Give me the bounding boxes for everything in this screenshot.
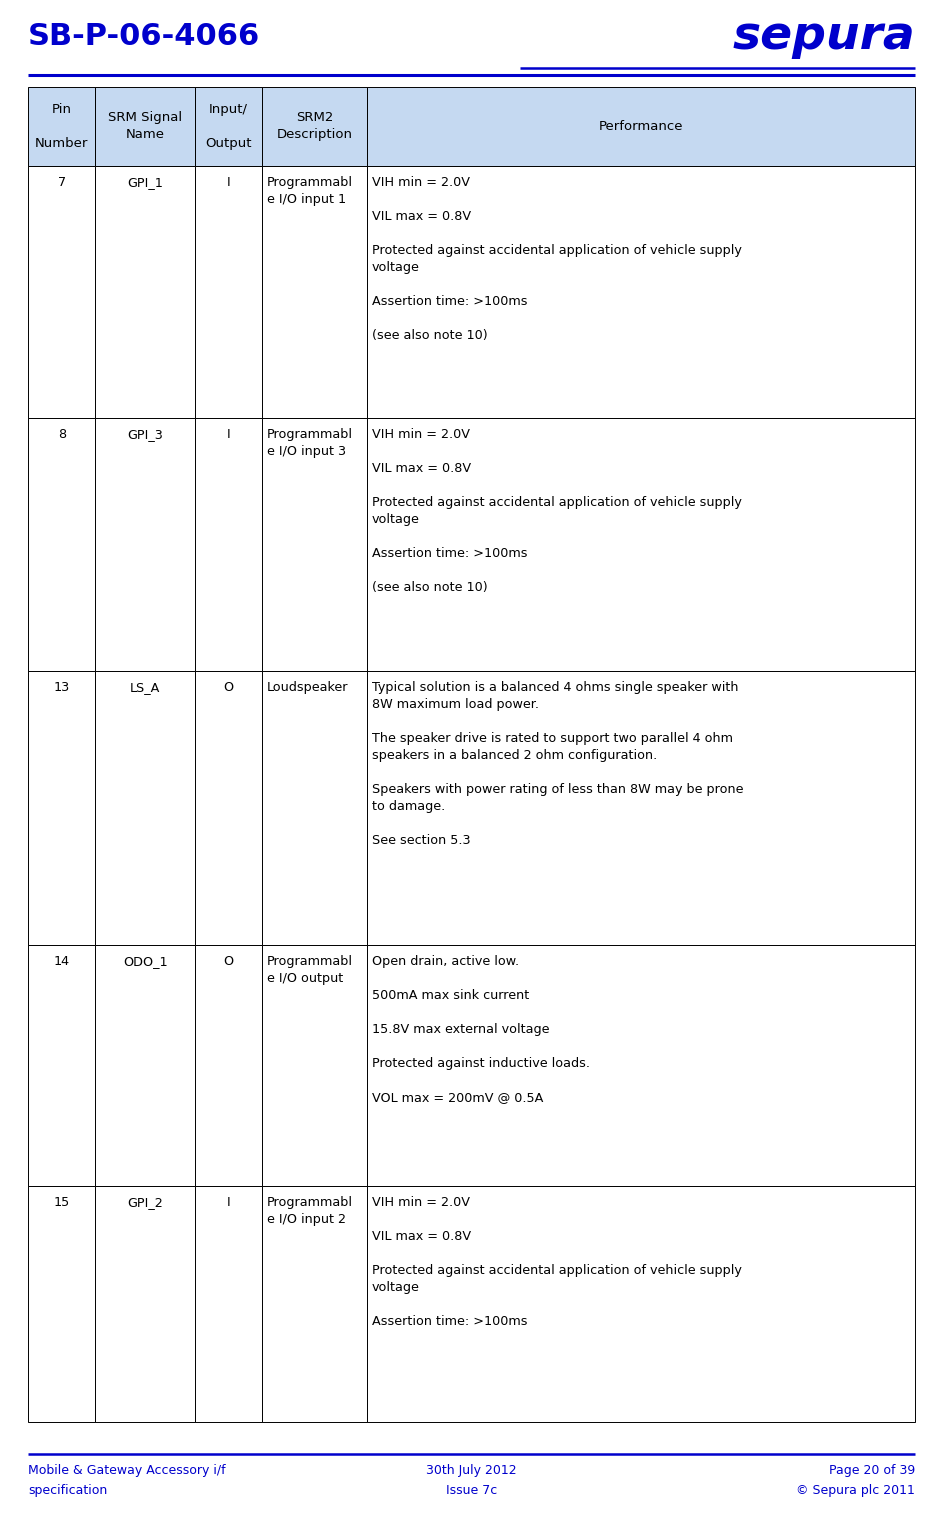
Text: Programmabl
e I/O input 3: Programmabl e I/O input 3 [267, 429, 354, 458]
Bar [195, 87, 262, 165]
Text: SRM Signal
Name: SRM Signal Name [108, 112, 182, 141]
Bar [195, 1186, 262, 1422]
Bar [262, 87, 367, 165]
Bar [28, 87, 95, 165]
Bar [28, 1186, 95, 1422]
Text: O: O [223, 680, 234, 694]
Text: Issue 7c: Issue 7c [446, 1485, 497, 1497]
Bar [28, 165, 95, 418]
Text: Pin

Number: Pin Number [35, 103, 89, 150]
Text: Performance: Performance [599, 119, 683, 133]
Text: SB-P-06-4066: SB-P-06-4066 [28, 21, 260, 51]
Bar [367, 165, 915, 418]
Text: O: O [223, 954, 234, 968]
Bar [195, 945, 262, 1186]
Bar [195, 671, 262, 945]
Text: Programmabl
e I/O output: Programmabl e I/O output [267, 954, 354, 985]
Bar [262, 418, 367, 671]
Text: I: I [226, 176, 230, 188]
Text: Page 20 of 39: Page 20 of 39 [829, 1465, 915, 1477]
Text: Programmabl
e I/O input 1: Programmabl e I/O input 1 [267, 176, 354, 205]
Text: VIH min = 2.0V

VIL max = 0.8V

Protected against accidental application of vehi: VIH min = 2.0V VIL max = 0.8V Protected … [372, 176, 742, 342]
Text: SRM2
Description: SRM2 Description [276, 112, 353, 141]
Bar [262, 165, 367, 418]
Bar [95, 87, 195, 165]
Text: Open drain, active low.

500mA max sink current

15.8V max external voltage

Pro: Open drain, active low. 500mA max sink c… [372, 954, 589, 1105]
Bar [367, 87, 915, 165]
Bar [95, 418, 195, 671]
Text: Typical solution is a balanced 4 ohms single speaker with
8W maximum load power.: Typical solution is a balanced 4 ohms si… [372, 680, 743, 847]
Text: VIH min = 2.0V

VIL max = 0.8V

Protected against accidental application of vehi: VIH min = 2.0V VIL max = 0.8V Protected … [372, 1196, 742, 1328]
Text: 7: 7 [58, 176, 66, 188]
Bar [367, 1186, 915, 1422]
Text: 8: 8 [58, 429, 66, 441]
Text: Programmabl
e I/O input 2: Programmabl e I/O input 2 [267, 1196, 354, 1226]
Text: 15: 15 [54, 1196, 70, 1209]
Text: I: I [226, 429, 230, 441]
Text: VIH min = 2.0V

VIL max = 0.8V

Protected against accidental application of vehi: VIH min = 2.0V VIL max = 0.8V Protected … [372, 429, 742, 594]
Text: ODO_1: ODO_1 [123, 954, 168, 968]
Bar [262, 945, 367, 1186]
Bar [95, 165, 195, 418]
Bar [367, 418, 915, 671]
Text: Input/

Output: Input/ Output [206, 103, 252, 150]
Bar [95, 671, 195, 945]
Text: GPI_1: GPI_1 [127, 176, 163, 188]
Text: sepura: sepura [733, 14, 915, 60]
Text: 13: 13 [54, 680, 70, 694]
Bar [28, 671, 95, 945]
Bar [262, 1186, 367, 1422]
Bar [95, 1186, 195, 1422]
Bar [28, 945, 95, 1186]
Text: © Sepura plc 2011: © Sepura plc 2011 [796, 1485, 915, 1497]
Bar [95, 945, 195, 1186]
Text: Loudspeaker: Loudspeaker [267, 680, 349, 694]
Bar [367, 671, 915, 945]
Text: LS_A: LS_A [130, 680, 160, 694]
Bar [262, 671, 367, 945]
Bar [367, 945, 915, 1186]
Text: 14: 14 [54, 954, 70, 968]
Bar [195, 418, 262, 671]
Bar [28, 418, 95, 671]
Text: I: I [226, 1196, 230, 1209]
Bar [195, 165, 262, 418]
Text: Mobile & Gateway Accessory i/f: Mobile & Gateway Accessory i/f [28, 1465, 225, 1477]
Text: GPI_2: GPI_2 [127, 1196, 163, 1209]
Text: GPI_3: GPI_3 [127, 429, 163, 441]
Text: specification: specification [28, 1485, 108, 1497]
Text: 30th July 2012: 30th July 2012 [426, 1465, 517, 1477]
